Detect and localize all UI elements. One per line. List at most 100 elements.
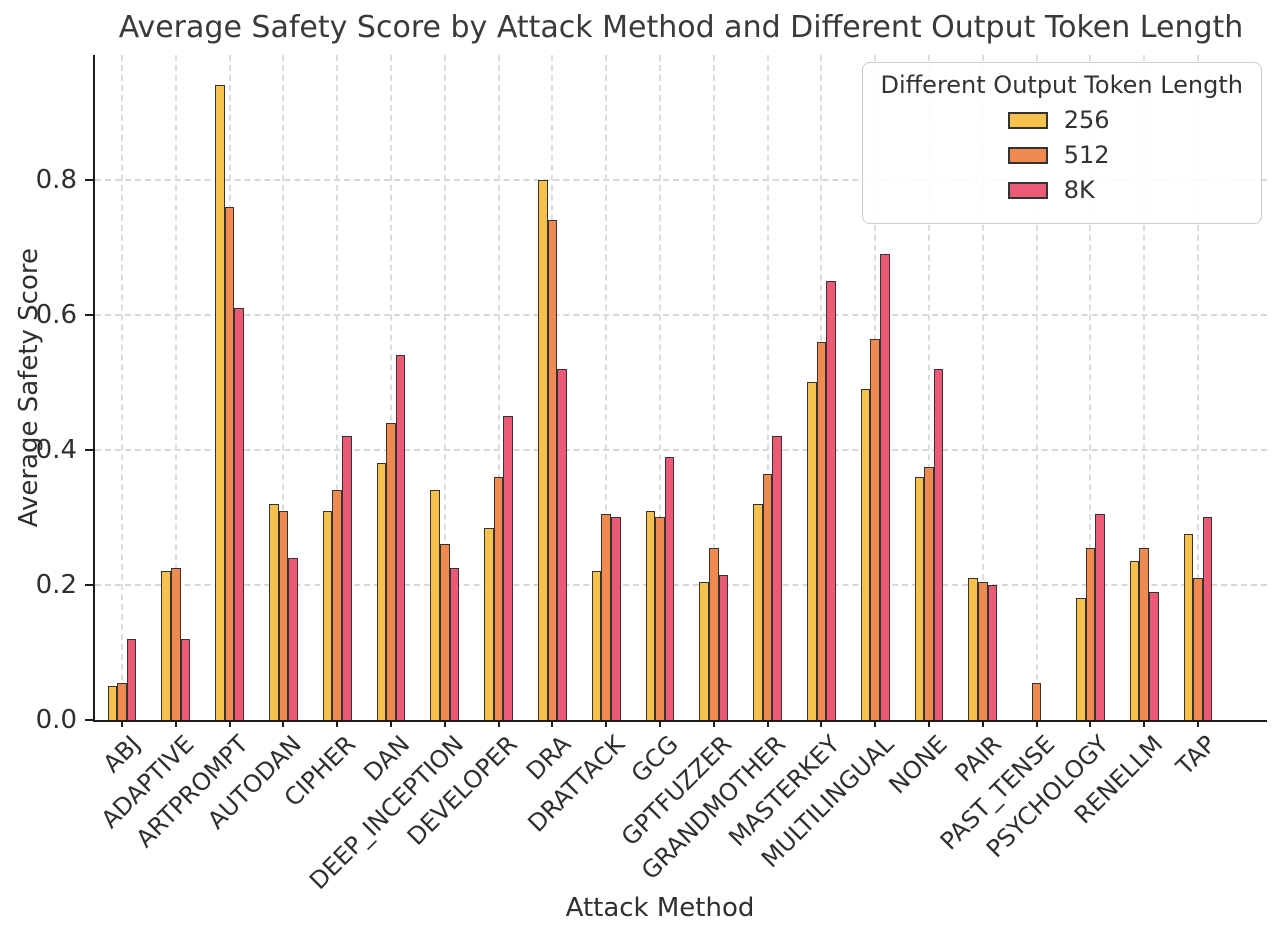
legend: Different Output Token Length 256 512 8K: [861, 62, 1262, 224]
bar-tap-256: [1183, 534, 1194, 720]
bar-masterkey-256: [807, 382, 817, 720]
v-gridline: [174, 55, 177, 720]
bar-developer-8k: [503, 416, 513, 720]
x-tick-mark: [659, 720, 661, 727]
bar-grandmother-256: [753, 503, 763, 720]
x-tick-mark: [981, 720, 984, 727]
legend-label: 512: [1063, 141, 1110, 169]
h-gridline: [95, 448, 1267, 451]
v-gridline: [659, 55, 661, 720]
x-tick-mark: [928, 720, 930, 727]
v-gridline: [1035, 55, 1038, 720]
legend-swatch-8k: [1007, 181, 1048, 199]
x-tick-mark: [820, 720, 823, 727]
y-tick-label: 0.2: [35, 569, 77, 600]
bar-adaptive-8k: [180, 639, 191, 720]
bar-grandmother-8k: [772, 436, 782, 720]
v-gridline: [443, 55, 446, 720]
legend-swatch-512: [1007, 146, 1048, 164]
bar-none-8k: [933, 368, 944, 720]
legend-entries: 256 512 8K: [881, 106, 1244, 204]
h-gridline: [95, 313, 1267, 316]
bar-developer-512: [493, 476, 504, 720]
y-tick-label: 0.8: [35, 164, 77, 195]
bar-pair-512: [978, 581, 988, 720]
bar-renellm-256: [1129, 561, 1140, 720]
bar-developer-256: [484, 527, 494, 720]
bar-abj-256: [107, 686, 118, 720]
legend-title: Different Output Token Length: [880, 71, 1244, 99]
x-axis-label: Attack Method: [565, 893, 755, 923]
legend-swatch-256: [1007, 111, 1048, 129]
h-gridline: [95, 178, 1267, 181]
legend-label: 8K: [1063, 176, 1095, 204]
x-tick-mark: [1089, 720, 1092, 727]
bar-deep_inception-8k: [449, 568, 460, 720]
bar-artprompt-8k: [234, 308, 244, 720]
bar-gcg-8k: [664, 456, 675, 720]
v-gridline: [336, 55, 339, 720]
y-tick-label: 0.4: [35, 434, 77, 465]
x-tick-mark: [121, 720, 123, 727]
bar-autodan-512: [278, 510, 289, 720]
x-axis-line: [93, 720, 1267, 722]
x-tick-mark: [282, 720, 285, 727]
chart-title: Average Safety Score by Attack Method an…: [118, 10, 1244, 45]
y-tick-mark: [85, 719, 93, 721]
bar-pair-256: [968, 578, 978, 720]
bar-renellm-8k: [1149, 591, 1159, 720]
x-tick-mark: [174, 720, 177, 727]
x-tick-mark: [443, 720, 446, 727]
bar-multilingual-8k: [880, 254, 890, 720]
bar-past_tense-512: [1031, 682, 1042, 720]
bar-dan-256: [376, 463, 387, 720]
legend-label: 256: [1063, 106, 1110, 134]
x-tick-mark: [605, 720, 608, 727]
bar-drattack-8k: [611, 517, 621, 720]
y-axis-label: Average Safety Score: [14, 247, 44, 528]
legend-entry-512: 512: [881, 141, 1244, 169]
bar-gcg-256: [645, 510, 656, 720]
y-tick-mark: [85, 448, 93, 451]
bar-gcg-512: [655, 517, 665, 720]
v-gridline: [282, 55, 285, 720]
bar-dan-512: [386, 422, 396, 720]
bar-none-512: [924, 466, 934, 720]
bar-masterkey-8k: [826, 281, 836, 720]
bar-deep_inception-256: [430, 490, 440, 720]
bar-artprompt-512: [224, 206, 235, 720]
y-tick-mark: [85, 583, 93, 586]
x-tick-mark: [1035, 720, 1038, 727]
bar-masterkey-512: [816, 341, 827, 720]
bar-dra-8k: [557, 368, 567, 720]
y-tick-mark: [85, 313, 93, 316]
x-tick-mark: [551, 720, 554, 727]
x-tick-mark: [766, 720, 769, 727]
v-gridline: [121, 55, 123, 720]
v-gridline: [497, 55, 500, 720]
bar-multilingual-256: [860, 389, 871, 720]
y-tick-label: 0.0: [35, 705, 77, 735]
x-tick-mark: [497, 720, 500, 727]
x-tick-label: NONE: [883, 730, 953, 800]
bar-renellm-512: [1139, 547, 1149, 720]
bar-psychology-8k: [1095, 514, 1105, 720]
y-axis-line: [93, 55, 95, 720]
x-tick-label: TAP: [1171, 730, 1222, 781]
bar-psychology-512: [1085, 547, 1096, 720]
bar-adaptive-256: [161, 571, 171, 720]
v-gridline: [390, 55, 392, 720]
bar-multilingual-512: [870, 338, 880, 720]
x-tick-mark: [228, 720, 231, 727]
v-gridline: [928, 55, 930, 720]
x-tick-mark: [874, 720, 877, 727]
x-tick-mark: [390, 720, 392, 727]
bar-artprompt-256: [215, 85, 225, 720]
bar-tap-512: [1193, 578, 1203, 720]
bar-pair-8k: [987, 584, 998, 720]
bar-dra-512: [547, 220, 558, 720]
bar-drattack-512: [601, 514, 611, 720]
v-gridline: [766, 55, 769, 720]
h-gridline: [95, 583, 1267, 586]
bar-drattack-256: [591, 571, 602, 720]
